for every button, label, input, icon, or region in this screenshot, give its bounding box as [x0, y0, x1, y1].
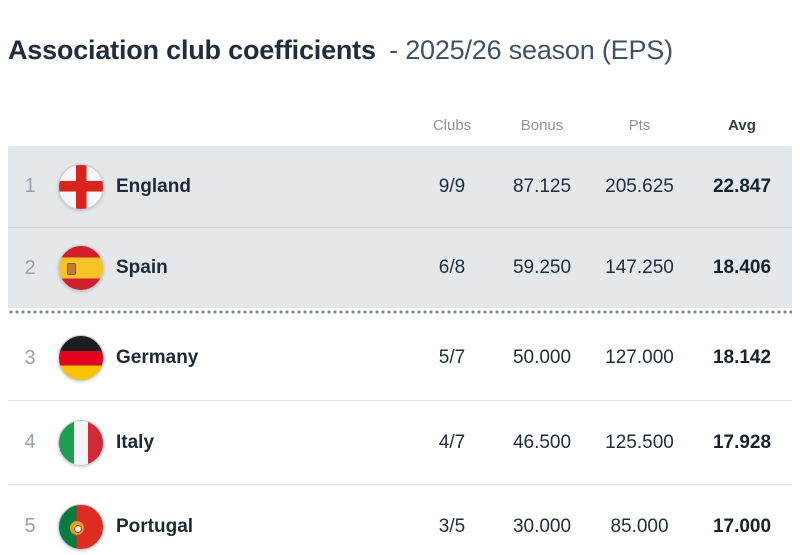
- flag-cell: [52, 419, 110, 466]
- avg-value: 18.406: [712, 257, 772, 278]
- country-name: Italy: [116, 431, 155, 453]
- column-header-bonus: Bonus: [520, 117, 564, 134]
- bonus-value: 87.125: [512, 175, 572, 197]
- page-title-main: Association club coefficients: [8, 35, 376, 65]
- country-name: Germany: [116, 347, 199, 368]
- table-row-germany[interactable]: 3 Germany 5/7 50.000 127.000 18.142: [8, 316, 792, 400]
- bonus-value: 46.500: [512, 431, 572, 453]
- avg-value: 17.000: [712, 515, 772, 537]
- rank-cell: 5: [24, 515, 36, 537]
- qualification-cutoff-dotted-line: [8, 308, 792, 316]
- portugal-flag-icon: [58, 503, 104, 550]
- england-flag-icon: [58, 163, 104, 210]
- bonus-value: 50.000: [512, 347, 572, 368]
- country-name: Portugal: [116, 515, 194, 537]
- avg-value: 18.142: [712, 347, 772, 368]
- flag-cell: [52, 335, 110, 381]
- flag-cell: [52, 245, 110, 291]
- clubs-value: 3/5: [438, 515, 466, 537]
- table-row-portugal[interactable]: 5 Portugal 3/5 30.000 85.000 17.000: [8, 484, 792, 555]
- clubs-value: 5/7: [438, 347, 466, 368]
- flag-cell: [52, 163, 110, 210]
- table-body: 1 England 9/9 87.125 205.625 22.847 2 Sp…: [8, 146, 792, 555]
- spain-flag-icon: [58, 245, 104, 291]
- clubs-value: 9/9: [438, 175, 466, 197]
- clubs-value: 6/8: [438, 257, 466, 278]
- column-header-avg: Avg: [728, 117, 756, 134]
- pts-value: 147.250: [605, 257, 674, 278]
- column-header-clubs: Clubs: [432, 117, 472, 134]
- table-row-england[interactable]: 1 England 9/9 87.125 205.625 22.847: [8, 146, 792, 227]
- bonus-value: 59.250: [512, 257, 572, 278]
- pts-value: 127.000: [605, 347, 674, 368]
- column-header-pts: Pts: [628, 117, 651, 134]
- table-row-italy[interactable]: 4 Italy 4/7 46.500 125.500 17.928: [8, 400, 792, 484]
- table-header-row: Clubs Bonus Pts Avg: [8, 66, 792, 146]
- rank-cell: 2: [24, 256, 36, 279]
- avg-value: 22.847: [712, 175, 772, 197]
- page-title: Association club coefficients - 2025/26 …: [8, 34, 792, 66]
- rank-cell: 1: [24, 175, 36, 197]
- country-name: Spain: [116, 257, 168, 278]
- bonus-value: 30.000: [512, 515, 572, 537]
- flag-cell: [52, 503, 110, 550]
- rank-cell: 4: [24, 431, 36, 453]
- page-title-season: - 2025/26 season (EPS): [389, 35, 673, 65]
- country-name: England: [116, 175, 191, 197]
- clubs-value: 4/7: [438, 431, 466, 453]
- table-row-spain[interactable]: 2 Spain 6/8 59.250 147.250 18.406: [8, 227, 792, 308]
- coefficients-table: Clubs Bonus Pts Avg 1 England 9/9 87.125…: [0, 66, 800, 555]
- italy-flag-icon: [58, 419, 104, 466]
- germany-flag-icon: [58, 335, 104, 381]
- pts-value: 85.000: [610, 515, 669, 537]
- pts-value: 205.625: [605, 175, 674, 197]
- pts-value: 125.500: [605, 431, 674, 453]
- avg-value: 17.928: [712, 431, 772, 453]
- rank-cell: 3: [24, 346, 36, 369]
